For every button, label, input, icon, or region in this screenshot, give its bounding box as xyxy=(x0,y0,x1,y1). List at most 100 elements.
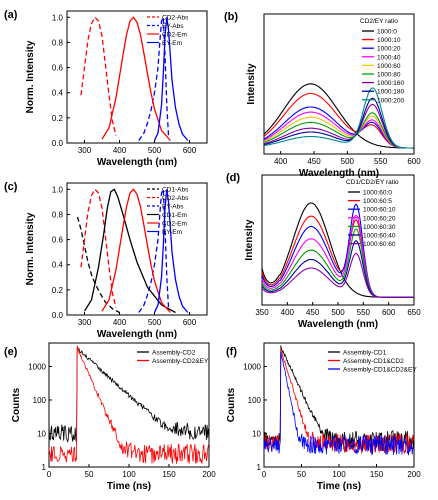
series-line xyxy=(48,345,209,464)
x-tick-label: 650 xyxy=(407,308,421,317)
y-axis-label: Intensity xyxy=(246,63,257,105)
y-axis-label: Norm. Intensity xyxy=(25,212,36,285)
legend-label: 1000:60 xyxy=(377,63,401,70)
plot-frame xyxy=(66,10,208,144)
x-tick-label: 150 xyxy=(370,470,384,479)
series-line xyxy=(263,351,414,456)
x-tick-label: 300 xyxy=(78,318,92,327)
y-tick-label: 1000 xyxy=(28,362,46,371)
x-tick-label: 200 xyxy=(407,470,421,479)
legend-label: 1000:160 xyxy=(377,80,404,87)
plot-frame xyxy=(263,13,415,155)
panel-label: (c) xyxy=(4,181,18,193)
legend-label: Assembly-CD1 xyxy=(343,350,387,357)
series-line xyxy=(76,216,120,314)
series-line xyxy=(80,16,117,136)
legend-title: CD1/CD2/EY ratio xyxy=(346,179,399,186)
x-tick-label: 550 xyxy=(374,157,388,166)
legend-label: 1000:60:10 xyxy=(363,207,396,214)
y-tick-label: 1 xyxy=(42,463,47,472)
legend-title: CD2/EY ratio xyxy=(360,18,398,25)
x-tick-label: 600 xyxy=(407,157,421,166)
x-axis-label: Wavelength (nm) xyxy=(97,157,177,168)
x-tick-label: 550 xyxy=(357,308,371,317)
legend-label: 1000:40 xyxy=(377,54,401,61)
legend-label: 1000:60:60 xyxy=(363,241,396,248)
panel-2: (c) Wavelength (nm) Norm. Intensity 300 400 5… xyxy=(4,181,208,340)
legend-label: Assembly-CD2 xyxy=(152,350,196,357)
y-axis-label: Counts xyxy=(11,387,22,422)
y-tick-label: 0.8 xyxy=(52,210,64,219)
x-tick-label: 100 xyxy=(332,470,346,479)
y-tick-label: 0.6 xyxy=(52,64,64,73)
y-tick-label: 0.2 xyxy=(52,286,64,295)
legend-label: CD2-Abs xyxy=(162,15,189,22)
legend-label: 1000:200 xyxy=(377,97,404,104)
panel-3: (d) Wavelength (nm) Intensity 350 400 450 500 5… xyxy=(226,172,421,330)
y-tick-label: 10 xyxy=(252,429,261,438)
legend-label: 1000:180 xyxy=(377,89,404,96)
y-axis-label: Counts xyxy=(226,387,237,422)
series-line xyxy=(261,252,414,298)
y-axis-label: Norm. Intensity xyxy=(25,40,36,113)
x-axis-label: Wavelength (nm) xyxy=(298,319,378,330)
legend-label: CD1-Abs xyxy=(162,187,189,194)
series-line xyxy=(263,112,414,149)
x-tick-label: 600 xyxy=(183,318,197,327)
legend-label: EY-Abs xyxy=(162,204,184,211)
legend-label: CD2-Em xyxy=(162,32,187,39)
x-tick-label: 400 xyxy=(281,308,295,317)
x-tick-label: 600 xyxy=(382,308,396,317)
series-line xyxy=(138,17,170,141)
series-line xyxy=(48,346,209,443)
x-tick-label: 150 xyxy=(162,470,176,479)
legend-label: 1000:10 xyxy=(377,37,401,44)
y-tick-label: 0.6 xyxy=(52,236,64,245)
panel-label: (e) xyxy=(4,346,18,358)
x-tick-label: 500 xyxy=(341,157,355,166)
panel-5: (f) Time (ns) Counts 0 50 100 150 200 1 10 100 1000… xyxy=(226,342,421,492)
series-line xyxy=(263,103,414,149)
series-line xyxy=(101,188,171,313)
series-line xyxy=(153,189,189,313)
y-tick-label: 1.0 xyxy=(52,185,64,194)
x-tick-label: 500 xyxy=(148,146,162,155)
legend-label: EY-Abs xyxy=(162,23,184,30)
legend-label: 1000:20 xyxy=(377,46,401,53)
panel-4: (e) Time (ns) Counts 0 50 100 150 200 1 10 100 1000… xyxy=(4,342,216,492)
legend-label: CD2-Abs xyxy=(162,195,189,202)
legend-label: Assembly-CD1&CD2&EY xyxy=(343,367,417,374)
x-tick-label: 600 xyxy=(183,146,197,155)
panel-1: (b) Wavelength (nm) Intensity 400 450 500 550 6… xyxy=(224,11,421,179)
panel-label: (f) xyxy=(226,346,237,358)
plot-frame xyxy=(66,182,208,316)
legend-label: 1000:80 xyxy=(377,72,401,79)
x-axis-label: Wavelength (nm) xyxy=(97,329,177,340)
y-axis-label: Intensity xyxy=(244,219,255,261)
panel-0: (a) Wavelength (nm) Norm. Intensity 300 400 5… xyxy=(4,9,208,168)
x-tick-label: 450 xyxy=(306,308,320,317)
x-axis-label: Time (ns) xyxy=(107,481,151,492)
x-tick-label: 450 xyxy=(307,157,321,166)
x-tick-label: 200 xyxy=(202,470,216,479)
y-tick-label: 0.4 xyxy=(52,261,64,270)
legend-label: 1000:60:0 xyxy=(363,190,392,197)
legend-label: Assembly-CD2&EY xyxy=(152,358,209,365)
panel-label: (b) xyxy=(224,11,238,23)
x-axis-label: Time (ns) xyxy=(317,481,361,492)
x-tick-label: 100 xyxy=(122,470,136,479)
legend-label: 1000:60:40 xyxy=(363,233,396,240)
x-tick-label: 400 xyxy=(113,146,127,155)
x-tick-label: 500 xyxy=(148,318,162,327)
y-tick-label: 1 xyxy=(257,463,262,472)
panel-label: (d) xyxy=(226,172,240,184)
series-line xyxy=(83,188,176,314)
x-tick-label: 0 xyxy=(262,470,267,479)
x-tick-label: 50 xyxy=(85,470,94,479)
y-tick-label: 100 xyxy=(33,396,47,405)
y-tick-label: 1.0 xyxy=(52,13,64,22)
legend-label: Assembly-CD1&CD2 xyxy=(343,358,404,365)
legend-label: EY-Em xyxy=(162,229,182,236)
legend-label: 1000:60:30 xyxy=(363,224,396,231)
y-tick-label: 100 xyxy=(248,396,262,405)
